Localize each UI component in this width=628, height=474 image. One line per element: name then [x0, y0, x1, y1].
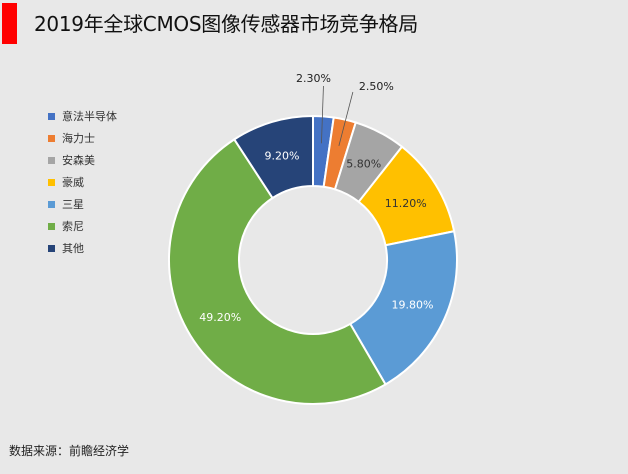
- legend-label: 海力士: [62, 132, 95, 145]
- legend-item: 其他: [48, 238, 117, 260]
- title-accent-bar: [2, 3, 17, 44]
- legend-item: 安森美: [48, 150, 117, 172]
- donut-slice: [232, 114, 314, 200]
- slice-value-label: 19.80%: [392, 299, 434, 312]
- slice-value-label: 2.50%: [359, 80, 394, 93]
- legend-item: 豪威: [48, 172, 117, 194]
- data-source-note: 数据来源：前瞻经济学: [9, 444, 130, 458]
- legend-swatch: [48, 157, 55, 164]
- slice-value-label: 5.80%: [346, 158, 381, 171]
- slice-value-label: 49.20%: [199, 311, 241, 324]
- legend-item: 意法半导体: [48, 106, 117, 128]
- legend-swatch: [48, 245, 55, 252]
- slice-value-label: 2.30%: [296, 72, 331, 85]
- legend-swatch: [48, 201, 55, 208]
- legend-label: 意法半导体: [62, 110, 117, 123]
- chart-legend: 意法半导体海力士安森美豪威三星索尼其他: [48, 106, 117, 260]
- slice-value-label: 9.20%: [264, 150, 299, 163]
- legend-label: 其他: [62, 242, 84, 255]
- legend-swatch: [48, 223, 55, 230]
- legend-item: 索尼: [48, 216, 117, 238]
- legend-item: 海力士: [48, 128, 117, 150]
- legend-swatch: [48, 113, 55, 120]
- donut-slice: [348, 230, 458, 386]
- legend-item: 三星: [48, 194, 117, 216]
- legend-swatch: [48, 179, 55, 186]
- donut-slice: [168, 138, 387, 405]
- slice-value-label: 11.20%: [385, 197, 427, 210]
- legend-label: 安森美: [62, 154, 95, 167]
- legend-label: 豪威: [62, 176, 84, 189]
- legend-swatch: [48, 135, 55, 142]
- legend-label: 索尼: [62, 220, 84, 233]
- chart-title: 2019年全球CMOS图像传感器市场竞争格局: [34, 12, 418, 36]
- legend-label: 三星: [62, 198, 84, 211]
- leader-line: [338, 91, 354, 146]
- leader-line: [321, 85, 324, 144]
